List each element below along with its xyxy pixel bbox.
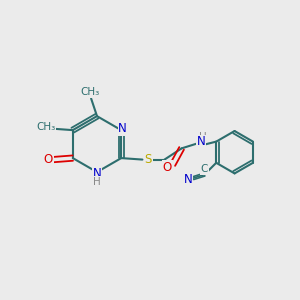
Text: N: N — [184, 173, 192, 186]
Text: O: O — [44, 153, 53, 166]
Text: N: N — [196, 135, 206, 148]
Text: N: N — [93, 167, 101, 180]
Text: CH₃: CH₃ — [80, 87, 99, 97]
Text: H: H — [200, 132, 207, 142]
Text: O: O — [163, 161, 172, 174]
Text: H: H — [93, 176, 101, 187]
Text: C: C — [201, 164, 208, 174]
Text: N: N — [118, 122, 127, 135]
Text: S: S — [145, 153, 152, 166]
Text: CH₃: CH₃ — [36, 122, 55, 132]
